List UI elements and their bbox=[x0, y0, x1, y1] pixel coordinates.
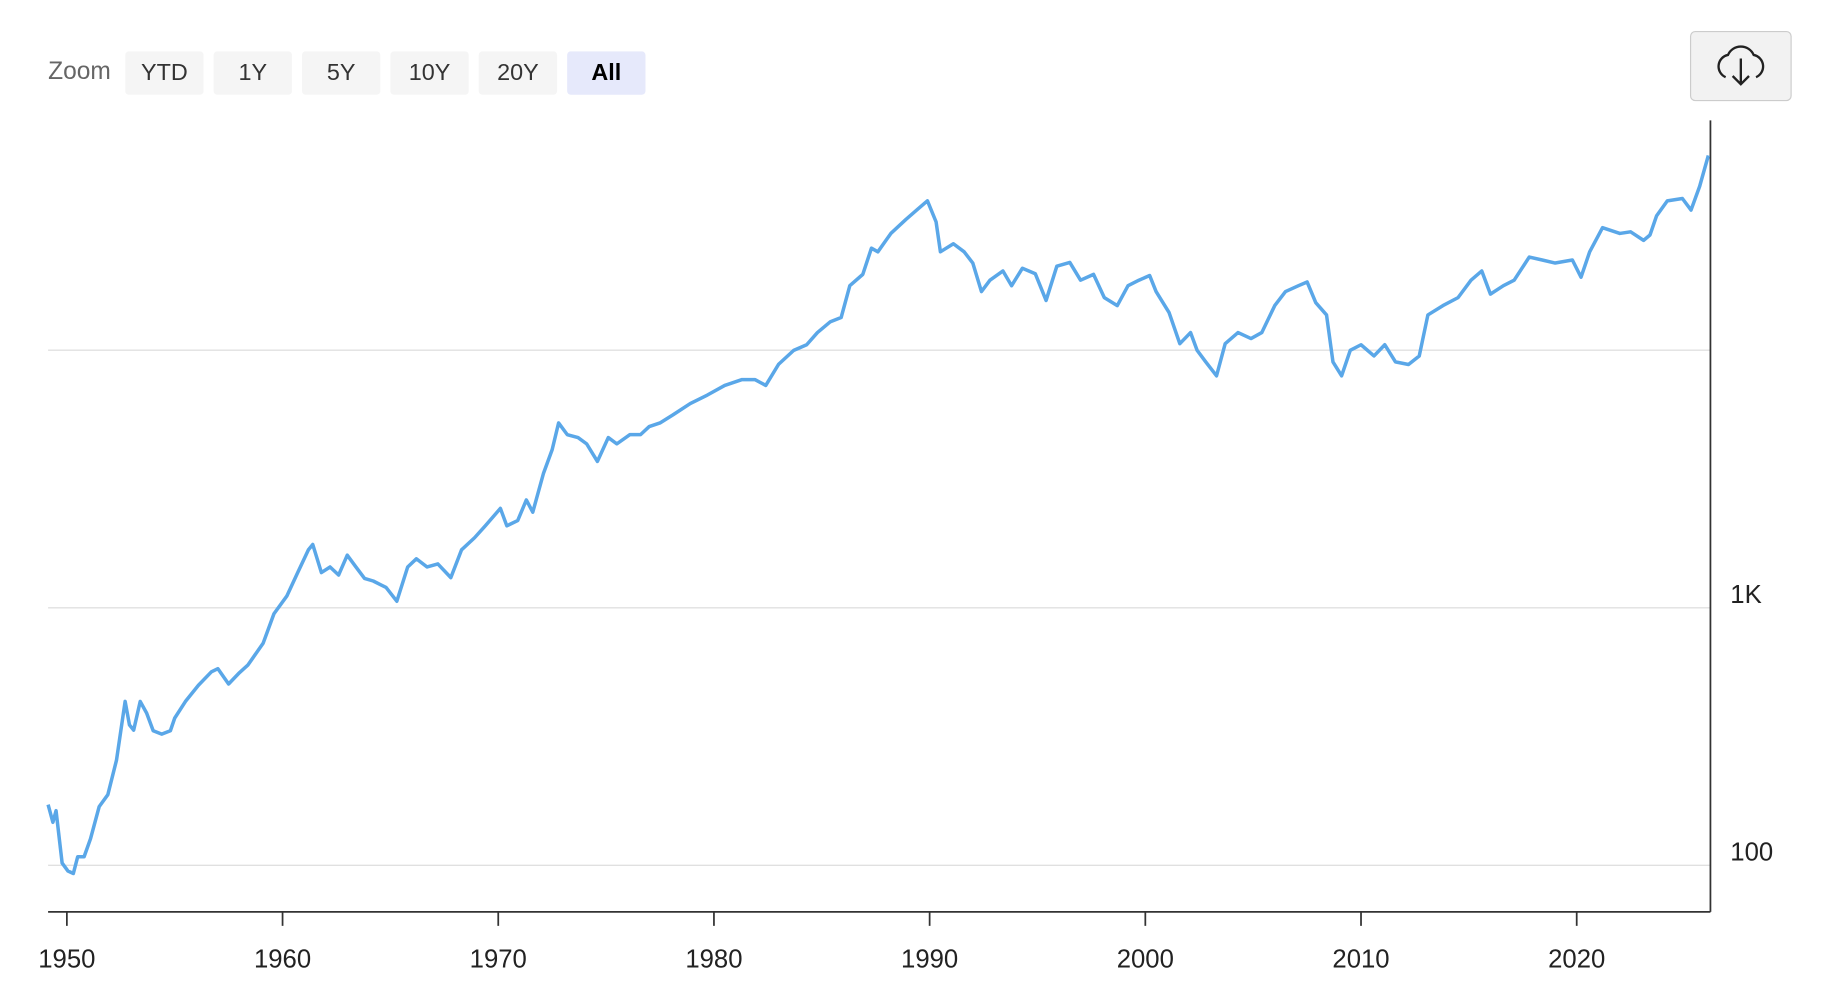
zoom-button[interactable] bbox=[213, 51, 292, 95]
y-tick-label: 100 bbox=[1730, 838, 1773, 866]
zoom-button[interactable] bbox=[478, 51, 558, 95]
zoom-button-label[interactable]: YTD bbox=[141, 59, 188, 85]
download-button[interactable] bbox=[1689, 30, 1792, 102]
zoom-label: Zoom bbox=[48, 58, 111, 85]
x-tick-label: 1950 bbox=[38, 946, 95, 974]
zoom-button[interactable] bbox=[390, 51, 469, 95]
zoom-button-label[interactable]: 1Y bbox=[238, 59, 267, 85]
x-tick-label: 1990 bbox=[901, 946, 958, 974]
x-tick-label: 1980 bbox=[685, 946, 742, 974]
zoom-buttons: YTD 1Y 5Y 10Y 20Y All bbox=[125, 51, 646, 95]
y-tick-label: 1K bbox=[1730, 581, 1761, 609]
zoom-button-label[interactable]: 10Y bbox=[409, 59, 451, 85]
zoom-button[interactable] bbox=[302, 51, 381, 95]
x-tick-label: 2020 bbox=[1548, 946, 1605, 974]
download-icon[interactable] bbox=[1717, 45, 1765, 86]
x-tick-label: 2000 bbox=[1117, 946, 1174, 974]
plot: 100 1K 1950 1960 1970 1980 1990 2000 2010 2020 bbox=[38, 120, 1773, 974]
x-tick-label: 2010 bbox=[1332, 946, 1389, 974]
x-tick-label: 1960 bbox=[254, 946, 311, 974]
zoom-button[interactable] bbox=[125, 51, 204, 95]
zoom-button-label[interactable]: 20Y bbox=[497, 59, 539, 85]
zoom-button-label[interactable]: All bbox=[591, 59, 621, 85]
x-tick-label: 1970 bbox=[470, 946, 527, 974]
line-series bbox=[46, 155, 1711, 876]
zoom-button-label[interactable]: 5Y bbox=[327, 59, 356, 85]
zoom-button[interactable] bbox=[567, 51, 646, 95]
